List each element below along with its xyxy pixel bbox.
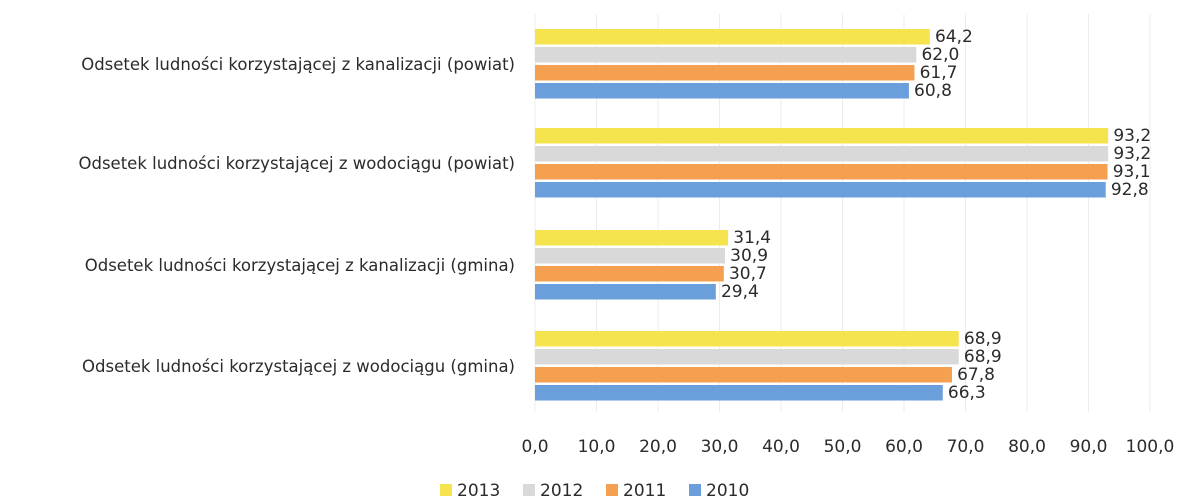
- bar-2011: [535, 266, 724, 282]
- data-label: 60,8: [914, 81, 952, 101]
- data-label: 30,7: [729, 264, 767, 284]
- data-labels: 64,262,061,760,893,293,293,192,831,430,9…: [721, 27, 1151, 403]
- legend-swatch: [689, 484, 701, 496]
- category-label: Odsetek ludności korzystającej z wodocią…: [82, 357, 515, 376]
- bar-2010: [535, 83, 909, 99]
- bar-2012: [535, 47, 917, 63]
- x-axis-tick-labels: 0,0 10,0 20,0 30,0 40,0 50,0 60,0 70,0 80,0 90,0 1…: [521, 437, 1174, 457]
- x-tick-label: 80,0: [1008, 437, 1046, 457]
- bar-2012: [535, 248, 726, 264]
- data-label: 31,4: [733, 228, 771, 248]
- x-tick-label: 10,0: [578, 437, 616, 457]
- x-tick-label: 0,0: [521, 437, 548, 457]
- legend-label: 2012: [540, 481, 583, 501]
- data-label: 92,8: [1111, 180, 1149, 200]
- bar-2010: [535, 182, 1106, 198]
- bars: [535, 29, 1109, 401]
- data-label: 93,2: [1113, 126, 1151, 146]
- data-label: 62,0: [921, 45, 959, 65]
- legend-swatch: [523, 484, 535, 496]
- x-tick-label: 20,0: [639, 437, 677, 457]
- bar-2011: [535, 65, 915, 81]
- data-label: 93,2: [1113, 144, 1151, 164]
- bar-2013: [535, 331, 959, 347]
- data-label: 66,3: [948, 383, 986, 403]
- x-tick-label: 60,0: [885, 437, 923, 457]
- data-label: 29,4: [721, 282, 759, 302]
- data-label: 67,8: [957, 365, 995, 385]
- bar-2010: [535, 284, 716, 300]
- data-label: 93,1: [1113, 162, 1151, 182]
- category-label: Odsetek ludności korzystającej z kanaliz…: [81, 55, 515, 74]
- data-label: 68,9: [964, 329, 1002, 349]
- legend-swatch: [606, 484, 618, 496]
- x-tick-label: 100,0: [1126, 437, 1175, 457]
- data-label: 61,7: [920, 63, 958, 83]
- bar-2013: [535, 230, 729, 246]
- bar-2011: [535, 367, 952, 383]
- x-tick-label: 90,0: [1070, 437, 1108, 457]
- x-tick-label: 30,0: [701, 437, 739, 457]
- bar-2012: [535, 146, 1109, 162]
- bar-2011: [535, 164, 1108, 180]
- bar-2012: [535, 349, 959, 365]
- bar-2010: [535, 385, 943, 401]
- data-label: 30,9: [730, 246, 768, 266]
- legend-label: 2010: [706, 481, 749, 501]
- legend-label: 2011: [623, 481, 666, 501]
- data-label: 68,9: [964, 347, 1002, 367]
- bar-2013: [535, 128, 1109, 144]
- bar-2013: [535, 29, 930, 45]
- data-label: 64,2: [935, 27, 973, 47]
- legend-label: 2013: [457, 481, 500, 501]
- x-tick-label: 70,0: [947, 437, 985, 457]
- x-tick-label: 50,0: [824, 437, 862, 457]
- category-label: Odsetek ludności korzystającej z wodocią…: [78, 154, 515, 173]
- category-label: Odsetek ludności korzystającej z kanaliz…: [85, 256, 515, 275]
- legend: 2013 2012 2011 2010: [440, 481, 749, 501]
- x-tick-label: 40,0: [762, 437, 800, 457]
- legend-swatch: [440, 484, 452, 496]
- category-labels: Odsetek ludności korzystającej z kanaliz…: [78, 55, 515, 376]
